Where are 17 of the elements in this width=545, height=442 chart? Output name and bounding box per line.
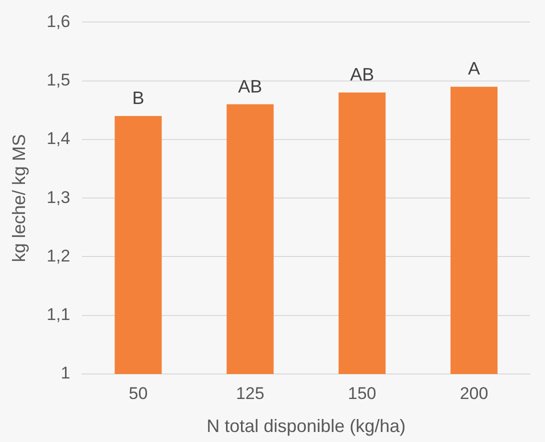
y-tick-label: 1,1: [46, 305, 70, 324]
y-axis-title: kg leche/ kg MS: [8, 134, 29, 262]
y-tick-label: 1,6: [46, 12, 70, 31]
y-tick-label: 1,3: [46, 188, 70, 207]
x-tick-label: 200: [460, 384, 488, 403]
y-tick-label: 1,4: [46, 129, 70, 148]
annotation: AB: [238, 76, 262, 96]
x-axis-title: N total disponible (kg/ha): [206, 416, 406, 436]
y-tick-label: 1,5: [46, 70, 70, 90]
x-tick-label: 150: [348, 384, 376, 403]
y-tick-label: 1,2: [46, 246, 70, 266]
annotation: B: [132, 88, 144, 108]
annotation: AB: [350, 64, 374, 85]
y-tick-label: 1: [60, 364, 70, 383]
x-tick-label: 125: [236, 384, 264, 403]
x-tick-label: 50: [128, 384, 148, 403]
annotation: A: [468, 58, 480, 79]
